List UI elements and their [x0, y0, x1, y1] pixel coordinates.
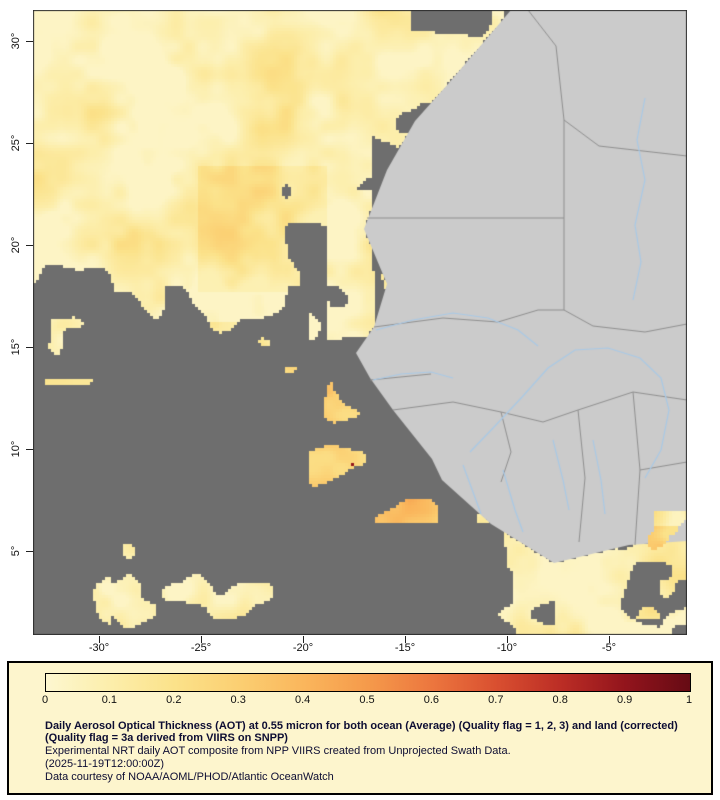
axis-tick	[99, 636, 100, 643]
colorbar	[45, 673, 691, 692]
lon-axis-label: -15°	[394, 642, 416, 654]
colorbar-tick-label: 0.3	[230, 694, 246, 706]
colorbar-tick-label: 0.9	[616, 694, 633, 706]
axis-tick	[26, 245, 33, 246]
colorbar-wrap: 0 0.1 0.2 0.3 0.4 0.5 0.6 0.7 0.8 0.9 1	[41, 673, 693, 707]
lat-axis-label: 15°	[10, 338, 22, 356]
axis-tick	[26, 449, 33, 450]
lon-axis-label: -5°	[601, 642, 617, 654]
axis-tick	[26, 347, 33, 348]
axis-tick	[507, 636, 508, 643]
colorbar-tick-label: 0.4	[294, 694, 311, 706]
lat-axis-label: 25°	[10, 134, 22, 152]
lat-axis-label: 30°	[10, 32, 22, 50]
lon-axis-label: -10°	[496, 642, 518, 654]
colorbar-tick-label: 0.6	[423, 694, 440, 706]
colorbar-tick-label: 0.5	[359, 694, 375, 706]
colorbar-tick-label: 0.1	[101, 694, 118, 706]
axis-tick	[26, 551, 33, 552]
colorbar-tick-label: 0.7	[488, 694, 504, 706]
lon-axis-label: -20°	[292, 642, 314, 654]
lon-axis-label: -30°	[88, 642, 110, 654]
legend-subtitle: Experimental NRT daily AOT composite fro…	[45, 745, 511, 757]
legend-title: Daily Aerosol Optical Thickness (AOT) at…	[45, 720, 678, 744]
axis-tick	[201, 636, 202, 643]
legend-credit: Data courtesy of NOAA/AOML/PHOD/Atlantic…	[45, 771, 334, 783]
aot-map-canvas	[33, 10, 687, 635]
axis-tick	[303, 636, 304, 643]
axis-tick	[609, 636, 610, 643]
colorbar-tick-label: 0.8	[552, 694, 568, 706]
lat-axis-label: 20°	[10, 236, 22, 254]
lat-axis-label: 5°	[10, 545, 22, 557]
axis-tick	[26, 41, 33, 42]
axis-tick	[26, 143, 33, 144]
lat-axis-label: 10°	[10, 440, 22, 458]
legend-panel: 0 0.1 0.2 0.3 0.4 0.5 0.6 0.7 0.8 0.9 1 Daily Aero…	[7, 661, 713, 795]
legend-date: (2025-11-19T12:00:00Z)	[45, 758, 165, 770]
colorbar-tick-label: 0.2	[166, 694, 182, 706]
lon-axis-label: -25°	[190, 642, 212, 654]
axis-tick	[405, 636, 406, 643]
colorbar-tick-label: 0	[41, 694, 49, 706]
colorbar-tick-label: 1	[685, 694, 693, 706]
